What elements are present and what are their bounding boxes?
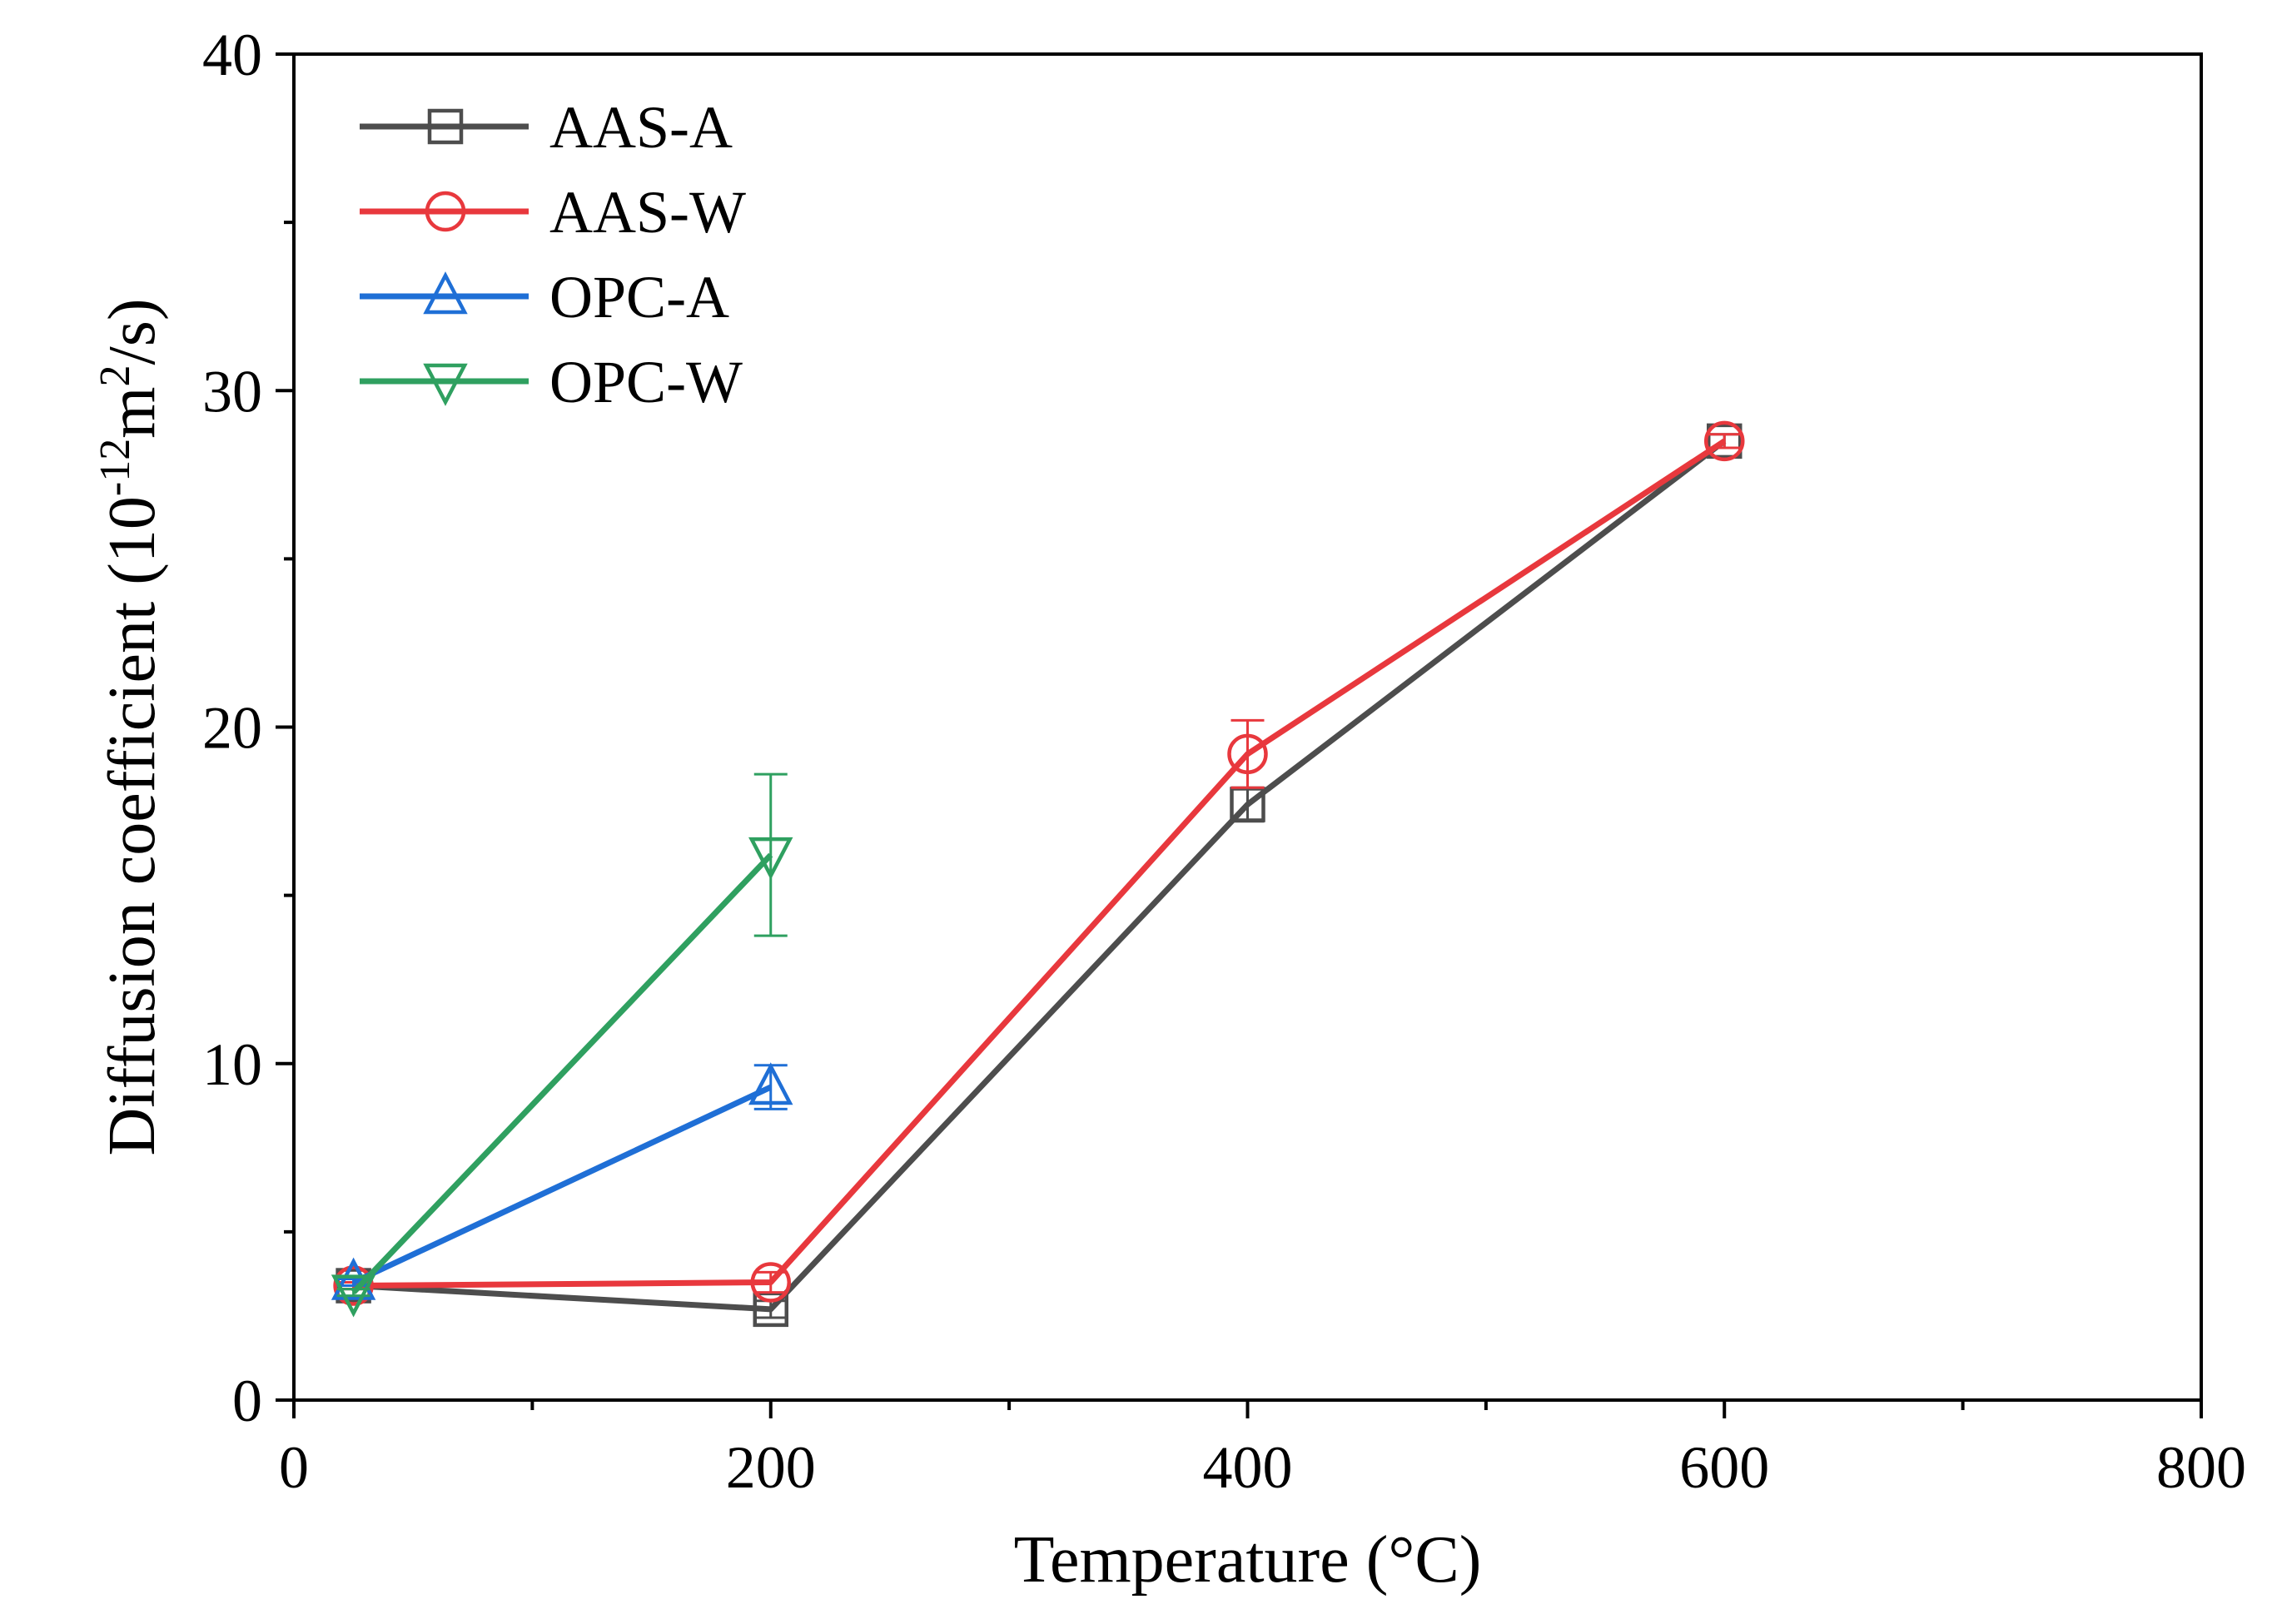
legend: AAS-A AAS-W OPC-A OPC-W — [360, 94, 746, 415]
y-tick-label: 0 — [232, 1368, 262, 1434]
legend-item-AAS-A: AAS-A — [360, 94, 733, 161]
legend-item-AAS-W: AAS-W — [360, 179, 746, 246]
legend-label: OPC-W — [549, 349, 743, 415]
x-tick-label: 800 — [2156, 1434, 2246, 1501]
data-point — [1227, 733, 1268, 775]
data-point — [748, 837, 793, 880]
x-tick-label: 400 — [1203, 1434, 1293, 1501]
y-tick-label: 10 — [202, 1031, 262, 1098]
y-axis-title-exponent-2: 2 — [92, 365, 139, 387]
legend-marker — [427, 108, 464, 145]
plot-marks — [331, 420, 1745, 1328]
legend-item-OPC-A: OPC-A — [360, 264, 729, 330]
series-line — [353, 439, 1727, 1313]
data-point — [1704, 420, 1745, 462]
legend-marker — [423, 271, 468, 315]
y-tick-label: 20 — [202, 695, 262, 762]
y-axis-title-suffix: /s) — [96, 299, 169, 365]
data-point — [331, 1274, 376, 1318]
series-line — [353, 438, 1727, 1289]
y-tick-label: 40 — [202, 22, 262, 88]
y-axis-title-prefix: Diffusion coefficient (10 — [96, 496, 169, 1155]
x-tick-label: 600 — [1679, 1434, 1769, 1501]
legend-label: AAS-A — [549, 94, 733, 161]
y-axis-title-unit: m — [96, 387, 169, 439]
y-axis-title-exponent-1: -12 — [92, 439, 139, 496]
y-axis-title: Diffusion coefficient (10-12m2/s) — [92, 299, 169, 1156]
data-point — [1707, 423, 1743, 459]
legend-label: OPC-A — [549, 264, 729, 330]
series-AAS-W — [333, 420, 1745, 1306]
data-point — [748, 1062, 793, 1105]
y-tick-label: 30 — [202, 358, 262, 425]
data-point — [333, 1265, 374, 1306]
legend-item-OPC-W: OPC-W — [360, 349, 743, 415]
axis-ticks: 0 200 400 600 800 0 10 20 30 40 — [202, 22, 2246, 1501]
legend-marker — [423, 363, 468, 406]
series-line — [352, 1084, 773, 1285]
x-tick-label: 200 — [726, 1434, 816, 1501]
series-OPC-W — [331, 772, 793, 1318]
legend-label: AAS-W — [549, 179, 746, 246]
series-line — [351, 852, 773, 1295]
x-tick-label: 0 — [279, 1434, 309, 1501]
x-axis-title: Temperature (°C) — [1014, 1523, 1482, 1597]
data-point — [750, 1262, 791, 1303]
series-OPC-A — [331, 1062, 793, 1300]
legend-marker — [425, 191, 466, 232]
